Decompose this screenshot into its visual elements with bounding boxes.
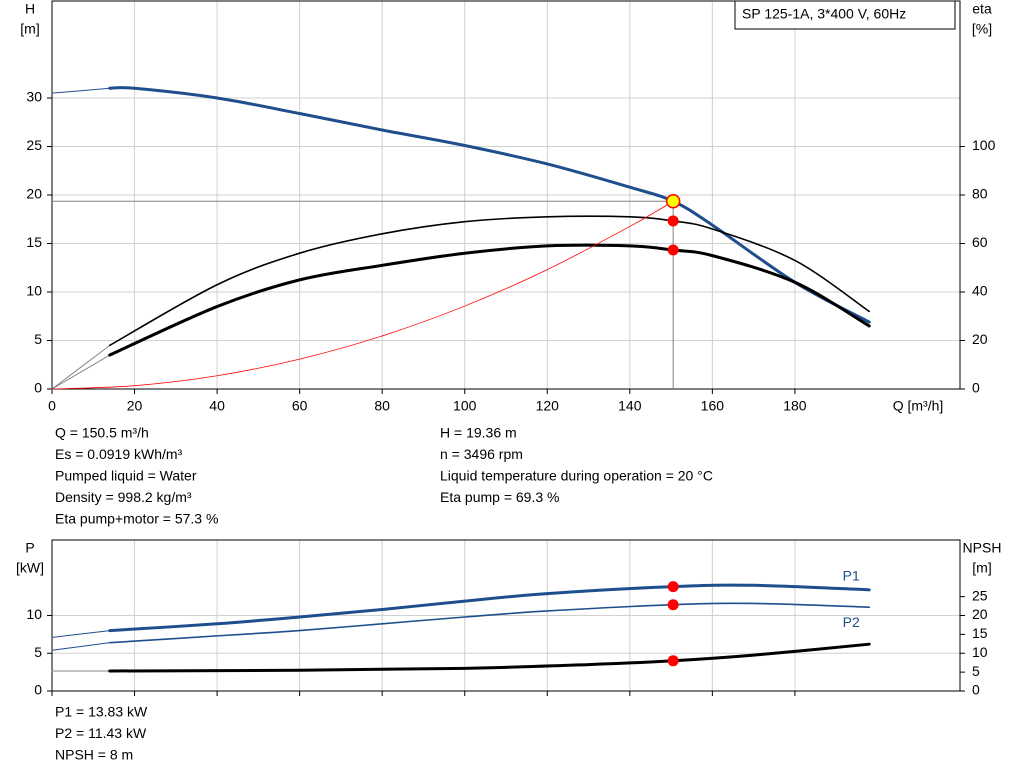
- y2-tick-label: 25: [972, 587, 988, 603]
- y-tick-label: 10: [26, 606, 42, 622]
- series-label: P1: [843, 568, 860, 584]
- y2-tick-label: 10: [972, 644, 988, 660]
- info-text: P2 = 11.43 kW: [55, 725, 147, 741]
- y2-tick-label: 0: [972, 682, 980, 698]
- y-axis-unit: [kW]: [16, 560, 44, 576]
- info-text: Eta pump+motor = 57.3 %: [55, 511, 218, 527]
- info-text: H = 19.36 m: [440, 425, 517, 441]
- x-tick-label: 80: [374, 398, 390, 414]
- curve: [108, 215, 870, 347]
- curve: [108, 243, 871, 357]
- info-text: Q = 150.5 m³/h: [55, 425, 149, 441]
- curve: [51, 354, 111, 390]
- y-axis-unit: [m]: [20, 21, 39, 37]
- plot-frame: [51, 0, 961, 390]
- y2-tick-label: 20: [972, 331, 988, 347]
- curve: [51, 344, 111, 390]
- x-tick-label: 160: [701, 398, 725, 414]
- info-text: Es = 0.0919 kWh/m³: [55, 446, 183, 462]
- y-tick-label: 10: [26, 283, 42, 299]
- curve: [108, 642, 871, 673]
- info-text: P1 = 13.83 kW: [55, 704, 148, 720]
- operating-point: [667, 215, 679, 227]
- info-text: Eta pump = 69.3 %: [440, 489, 559, 505]
- info-text: Liquid temperature during operation = 20…: [440, 468, 713, 484]
- y-tick-label: 5: [34, 644, 42, 660]
- y-axis-label: P: [25, 540, 34, 556]
- y-tick-label: 15: [26, 234, 42, 250]
- curve: [51, 642, 111, 651]
- y-tick-label: 0: [34, 380, 42, 396]
- curve: [51, 200, 674, 390]
- curve: [51, 87, 111, 94]
- curve: [108, 602, 870, 644]
- x-axis-label: Q [m³/h]: [893, 398, 944, 414]
- y-axis-label: H: [25, 1, 35, 17]
- y2-tick-label: 5: [972, 663, 980, 679]
- x-tick-label: 140: [618, 398, 642, 414]
- chart-title: SP 125-1A, 3*400 V, 60Hz: [742, 6, 906, 22]
- y2-tick-label: 20: [972, 606, 988, 622]
- series-label: P2: [843, 614, 860, 630]
- y2-tick-label: 60: [972, 234, 988, 250]
- x-tick-label: 60: [292, 398, 308, 414]
- curve: [108, 583, 871, 633]
- x-tick-label: 180: [783, 398, 807, 414]
- y2-axis-unit: [m]: [972, 560, 991, 576]
- y-tick-label: 20: [26, 186, 42, 202]
- x-tick-label: 100: [453, 398, 477, 414]
- info-text: Pumped liquid = Water: [55, 468, 197, 484]
- info-text: NPSH = 8 m: [55, 747, 133, 763]
- y2-tick-label: 0: [972, 380, 980, 396]
- curve: [108, 86, 871, 324]
- y-tick-label: 5: [34, 331, 42, 347]
- operating-point: [667, 244, 679, 256]
- operating-point: [667, 581, 679, 593]
- y-tick-label: 25: [26, 137, 42, 153]
- info-text: n = 3496 rpm: [440, 446, 523, 462]
- x-tick-label: 40: [209, 398, 225, 414]
- y2-tick-label: 100: [972, 137, 996, 153]
- operating-point: [665, 193, 681, 209]
- operating-point: [667, 655, 679, 667]
- operating-point: [667, 599, 679, 611]
- plot-frame: [51, 539, 961, 692]
- y2-axis-unit: [%]: [972, 21, 992, 37]
- x-tick-label: 0: [48, 398, 56, 414]
- x-tick-label: 120: [536, 398, 560, 414]
- y2-axis-label: NPSH: [963, 540, 1002, 556]
- y2-tick-label: 80: [972, 186, 988, 202]
- y2-axis-label: eta: [972, 1, 992, 17]
- x-tick-label: 20: [127, 398, 143, 414]
- y-tick-label: 0: [34, 682, 42, 698]
- y2-tick-label: 40: [972, 283, 988, 299]
- info-text: Density = 998.2 kg/m³: [55, 489, 192, 505]
- y2-tick-label: 15: [972, 625, 988, 641]
- curve: [51, 630, 111, 638]
- y-tick-label: 30: [26, 89, 42, 105]
- title-box: [734, 0, 956, 30]
